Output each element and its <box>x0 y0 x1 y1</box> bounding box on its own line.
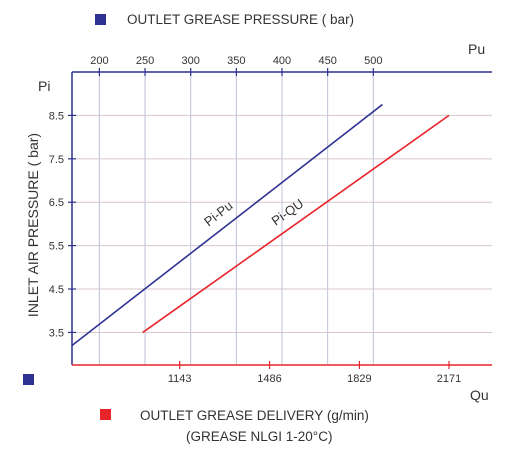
legend-swatch-outlet-grease-pressure <box>95 14 106 25</box>
top-tick-label-200: 200 <box>90 55 108 67</box>
bottom-axis-symbol: Qu <box>470 387 489 403</box>
legend-swatch-left <box>23 374 34 385</box>
grid <box>72 72 492 365</box>
bottom-tick-label-1486: 1486 <box>257 373 281 385</box>
y-tick-label-5-5: 5.5 <box>49 241 64 253</box>
y-axis-title: INLET AIR PRESSURE ( bar) <box>25 133 41 317</box>
top-tick-label-350: 350 <box>227 55 245 67</box>
y-tick-label-6-5: 6.5 <box>49 197 64 209</box>
series-line-pi-pu <box>71 103 383 347</box>
legend-label-outlet-grease-delivery: OUTLET GREASE DELIVERY (g/min) <box>140 408 369 423</box>
legend-swatch-outlet-grease-delivery <box>100 409 111 420</box>
series-line-pi-qu <box>142 114 450 334</box>
top-axis-symbol: Pu <box>468 41 485 57</box>
series-label-pi-qu: Pi-QU <box>269 196 307 229</box>
top-tick-label-250: 250 <box>136 55 154 67</box>
bottom-tick-label-1143: 1143 <box>168 373 192 385</box>
top-tick-label-500: 500 <box>364 55 382 67</box>
y-tick-label-3-5: 3.5 <box>49 327 64 339</box>
legend-label-outlet-grease-pressure: OUTLET GREASE PRESSURE ( bar) <box>127 12 354 27</box>
legend-sublabel-grease-nlgi: (GREASE NLGI 1-20°C) <box>186 429 332 444</box>
y-axis-symbol: Pi <box>38 78 50 94</box>
y-tick-label-4-5: 4.5 <box>49 284 64 296</box>
bottom-tick-label-2171: 2171 <box>437 373 461 385</box>
y-tick-label-7-5: 7.5 <box>49 154 64 166</box>
top-tick-label-300: 300 <box>182 55 200 67</box>
series: Pi-Pu Pi-QU <box>71 103 450 347</box>
y-tick-label-8-5: 8.5 <box>49 110 64 122</box>
top-tick-label-400: 400 <box>273 55 291 67</box>
top-tick-label-450: 450 <box>318 55 336 67</box>
bottom-tick-label-1829: 1829 <box>347 373 371 385</box>
ticks: 200 250 300 350 400 450 500 3.5 4.5 5.5 6.5 7.5 8.5 1… <box>49 55 462 385</box>
